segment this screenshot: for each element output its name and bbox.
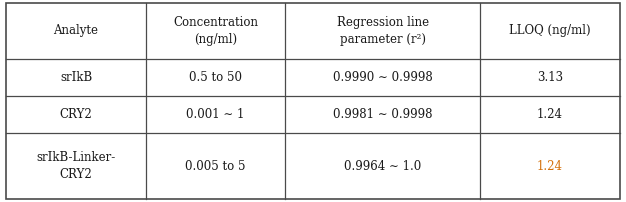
Text: srIkB-Linker-
CRY2: srIkB-Linker- CRY2: [36, 152, 116, 181]
Text: Analyte: Analyte: [54, 24, 98, 37]
Text: CRY2: CRY2: [59, 108, 93, 121]
Text: 0.9964 ∼ 1.0: 0.9964 ∼ 1.0: [344, 160, 421, 173]
Text: 3.13: 3.13: [537, 71, 563, 84]
Text: 0.9990 ∼ 0.9998: 0.9990 ∼ 0.9998: [333, 71, 433, 84]
Text: 0.005 to 5: 0.005 to 5: [185, 160, 246, 173]
Text: 1.24: 1.24: [537, 160, 563, 173]
Text: Regression line
parameter (r²): Regression line parameter (r²): [337, 16, 429, 46]
Text: Concentration
(ng/ml): Concentration (ng/ml): [173, 16, 258, 46]
Text: 0.9981 ∼ 0.9998: 0.9981 ∼ 0.9998: [333, 108, 433, 121]
Text: 0.5 to 50: 0.5 to 50: [189, 71, 242, 84]
Text: 1.24: 1.24: [537, 108, 563, 121]
Text: srIkB: srIkB: [60, 71, 92, 84]
Text: LLOQ (ng/ml): LLOQ (ng/ml): [509, 24, 591, 37]
Text: 0.001 ∼ 1: 0.001 ∼ 1: [187, 108, 245, 121]
